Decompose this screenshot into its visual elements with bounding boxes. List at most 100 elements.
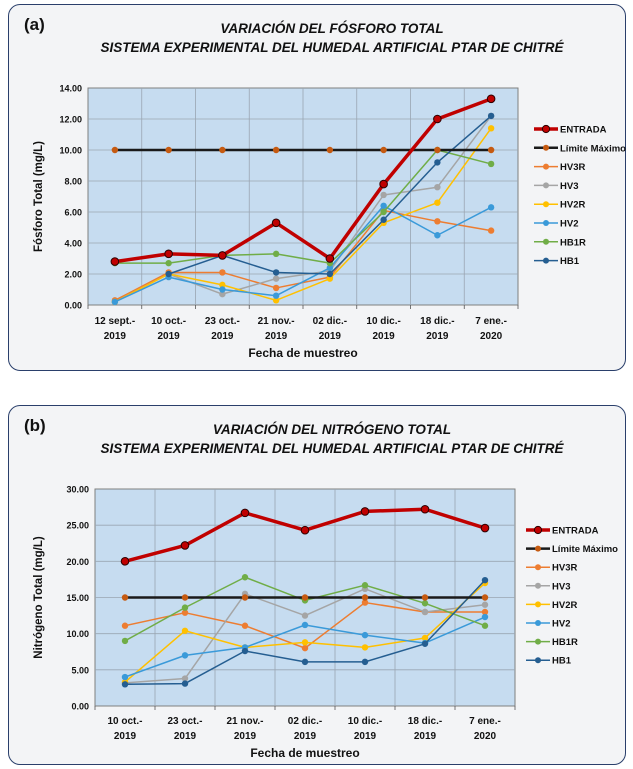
legend-entry: HV3: [534, 181, 578, 192]
data-point: [110, 257, 120, 266]
x-tick-label: 2019: [373, 331, 396, 342]
legend-swatch-marker: [535, 620, 541, 626]
y-tick-label: 20.00: [66, 557, 89, 567]
data-point: [361, 599, 369, 606]
series-line: [114, 205, 492, 303]
legend-entry: HV3R: [534, 162, 585, 173]
data-point: [487, 160, 495, 168]
y-tick-label: 2.00: [64, 270, 82, 280]
chart-title-line2: SISTEMA EXPERIMENTAL DEL HUMEDAL ARTIFIC…: [100, 441, 564, 456]
legend-swatch-marker: [543, 257, 549, 264]
data-point: [121, 673, 129, 681]
y-tick-label: 10.00: [59, 146, 82, 156]
data-point: [434, 146, 441, 154]
y-tick-label: 10.00: [66, 629, 89, 639]
x-tick-label: 2019: [114, 731, 137, 742]
data-point: [120, 557, 130, 566]
panel-label: (b): [24, 416, 46, 435]
x-tick-label: 2019: [354, 731, 377, 742]
legend-label: HV3R: [552, 563, 577, 574]
data-point: [481, 608, 489, 616]
x-tick-label: 2020: [474, 731, 497, 742]
y-axis-label: Fósforo Total (mg/L): [33, 141, 45, 252]
legend-entry: HB1R: [534, 237, 586, 248]
data-point: [434, 159, 441, 166]
legend-swatch-marker: [543, 182, 549, 189]
chart-title: VARIACIÓN DEL NITRÓGENO TOTAL SISTEMA EX…: [39, 420, 625, 458]
legend-entry: HV2: [526, 619, 570, 630]
data-point: [380, 146, 387, 154]
legend-swatch-marker: [535, 582, 541, 589]
data-point: [181, 594, 189, 601]
legend-entry: Límite Máximo: [534, 143, 626, 154]
data-point: [480, 523, 490, 533]
x-axis-label: Fecha de muestreo: [248, 346, 357, 360]
data-point: [326, 270, 334, 278]
data-point: [486, 94, 496, 104]
data-point: [111, 298, 119, 306]
data-point: [121, 594, 129, 601]
x-tick-label: 2020: [480, 331, 503, 342]
data-point: [241, 647, 249, 655]
data-point: [380, 202, 387, 209]
data-point: [219, 286, 226, 293]
y-tick-label: 8.00: [64, 177, 82, 187]
data-point: [380, 191, 387, 199]
data-point: [219, 269, 226, 276]
legend-entry: HB1: [534, 256, 580, 267]
data-point: [219, 146, 226, 154]
y-tick-label: 14.00: [59, 84, 82, 94]
x-tick-label: 21 nov.-: [226, 716, 263, 727]
data-point: [181, 609, 189, 616]
legend-label: HV3: [552, 581, 570, 592]
legend-label: HV2R: [560, 200, 585, 211]
y-axis-label: Nitrógeno Total (mg/L): [33, 536, 45, 659]
legend-swatch-marker: [543, 238, 549, 245]
data-point: [421, 640, 429, 647]
legend-swatch-marker: [543, 163, 549, 170]
data-point: [421, 608, 429, 616]
x-tick-label: 7 ene.-: [475, 316, 507, 327]
data-point: [300, 525, 310, 535]
series-line: [114, 115, 492, 303]
data-point: [420, 504, 430, 514]
legend-entry: HV3: [526, 581, 570, 592]
x-tick-label: 2019: [265, 331, 288, 342]
series-hv2: [111, 202, 495, 306]
y-tick-label: 30.00: [66, 485, 89, 495]
x-tick-label: 02 dic.-: [288, 716, 322, 727]
data-point: [301, 644, 309, 652]
x-tick-label: 7 ene.-: [469, 716, 501, 727]
data-point: [121, 637, 129, 645]
chart-title-line1: VARIACIÓN DEL FÓSFORO TOTAL: [220, 21, 444, 36]
data-point: [241, 574, 249, 581]
x-tick-label: 2019: [426, 331, 449, 342]
legend-label: Límite Máximo: [552, 544, 618, 555]
y-tick-label: 15.00: [66, 593, 89, 603]
data-point: [218, 251, 227, 260]
data-point: [360, 507, 370, 516]
data-point: [361, 658, 369, 666]
legend-entry: ENTRADA: [526, 526, 599, 537]
data-point: [272, 284, 280, 292]
series-line: [114, 97, 492, 264]
series-l-mite-m-ximo: [121, 594, 489, 601]
legend-entry: HV2: [534, 219, 578, 230]
data-point: [434, 199, 441, 206]
data-point: [379, 179, 388, 189]
legend-swatch-marker: [535, 638, 541, 645]
data-point: [180, 541, 190, 550]
data-point: [481, 601, 489, 608]
data-point: [181, 604, 189, 611]
x-axis-label: Fecha de muestreo: [250, 746, 359, 760]
data-point: [164, 249, 173, 259]
y-tick-label: 25.00: [66, 521, 89, 531]
data-point: [434, 218, 441, 225]
y-tick-label: 12.00: [59, 115, 82, 125]
data-point: [272, 146, 280, 154]
data-point: [219, 290, 226, 298]
legend-swatch-marker: [535, 657, 541, 664]
legend-swatch-marker: [543, 220, 549, 226]
series-entrada: [110, 94, 496, 266]
legend-entry: HB1R: [526, 637, 578, 648]
